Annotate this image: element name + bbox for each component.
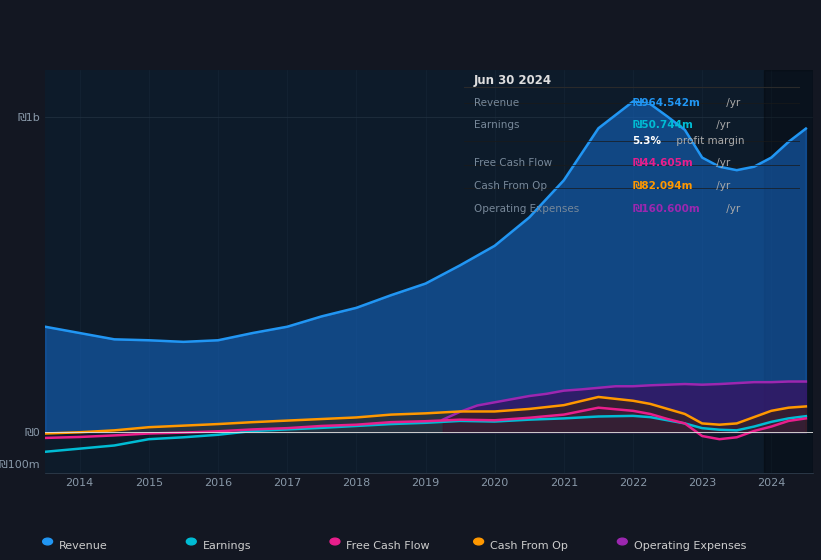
Text: /yr: /yr [723, 204, 741, 214]
Text: Jun 30 2024: Jun 30 2024 [474, 74, 552, 87]
Text: ₪964.542m: ₪964.542m [632, 99, 700, 109]
Text: Cash From Op: Cash From Op [474, 181, 547, 191]
Text: Free Cash Flow: Free Cash Flow [474, 158, 552, 168]
Text: ₪44.605m: ₪44.605m [632, 158, 693, 168]
Text: Operating Expenses: Operating Expenses [474, 204, 579, 214]
Text: profit margin: profit margin [672, 137, 744, 147]
Text: Earnings: Earnings [474, 120, 520, 130]
Text: ₪160.600m: ₪160.600m [632, 204, 700, 214]
Text: Revenue: Revenue [474, 99, 519, 109]
Text: /yr: /yr [713, 120, 730, 130]
Text: ₪82.094m: ₪82.094m [632, 181, 693, 191]
Text: Free Cash Flow: Free Cash Flow [346, 541, 430, 551]
Text: Revenue: Revenue [59, 541, 108, 551]
Text: Earnings: Earnings [203, 541, 251, 551]
Text: /yr: /yr [713, 158, 730, 168]
Text: /yr: /yr [723, 99, 741, 109]
Text: ₪50.744m: ₪50.744m [632, 120, 693, 130]
Text: /yr: /yr [713, 181, 730, 191]
Text: Operating Expenses: Operating Expenses [634, 541, 746, 551]
Text: Cash From Op: Cash From Op [490, 541, 568, 551]
Text: 5.3%: 5.3% [632, 137, 661, 147]
Bar [764, 70, 813, 473]
